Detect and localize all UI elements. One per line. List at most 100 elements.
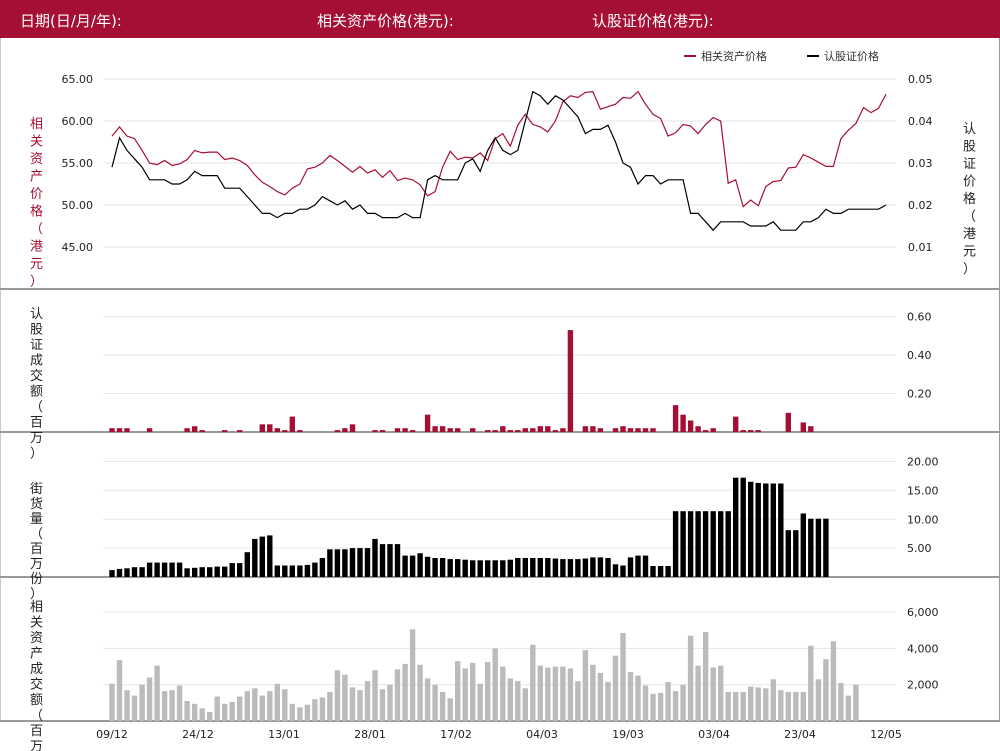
outstanding-bar: [567, 559, 574, 577]
tick-label-bar: 10.00: [907, 513, 939, 526]
asset-turnover-bar: [650, 693, 656, 721]
asset-turnover-bar: [702, 632, 709, 721]
asset-turnover-bar: [485, 662, 491, 721]
outstanding-bar: [770, 483, 776, 577]
asset-turnover-bar: [222, 703, 228, 721]
warrant-turnover-bar: [439, 426, 446, 432]
outstanding-bar: [515, 558, 521, 578]
warrant-turnover-bar: [552, 430, 559, 432]
asset-turnover-bar: [477, 683, 483, 721]
outstanding-bar: [702, 511, 709, 577]
outstanding-bar: [470, 560, 476, 577]
outstanding-bar: [146, 562, 153, 577]
warrant-turnover-bar: [537, 426, 543, 432]
warrant-turnover-bar: [402, 428, 408, 432]
asset-turnover-bar: [665, 682, 671, 721]
tick-label-asset-price: 45.00: [62, 241, 94, 254]
outstanding-bar: [545, 558, 551, 578]
outstanding-bar: [237, 563, 243, 577]
asset-turnover-bar: [176, 685, 183, 721]
outstanding-bar: [627, 557, 634, 577]
asset-turnover-bar: [530, 644, 536, 721]
tick-label-warrant-price: 0.02: [908, 199, 933, 212]
outstanding-bar: [349, 548, 356, 577]
tick-label-warrant-price: 0.04: [908, 115, 933, 128]
outstanding-bar: [605, 558, 611, 578]
outstanding-bar: [552, 558, 559, 577]
asset-turnover-bar: [342, 674, 348, 721]
tick-label-warrant-price: 0.05: [908, 73, 933, 86]
warrant-turnover-bar: [342, 428, 348, 432]
outstanding-bar: [718, 511, 724, 577]
asset-turnover-bar: [267, 691, 273, 721]
outstanding-bar: [687, 511, 694, 577]
asset-turnover-bar: [124, 690, 130, 721]
warrant-turnover-bar: [222, 430, 228, 432]
warrant-turnover-bar: [289, 416, 295, 432]
outstanding-bar: [214, 566, 220, 577]
outstanding-bar: [530, 558, 536, 578]
asset-turnover-bar: [687, 635, 694, 721]
outstanding-bar: [424, 556, 431, 577]
outstanding-bar: [710, 511, 716, 577]
outstanding-bar: [417, 553, 423, 577]
asset-turnover-bar: [146, 677, 153, 721]
asset-turnover-bar: [417, 664, 423, 721]
outstanding-bar: [192, 567, 198, 577]
asset-turnover-bar: [710, 667, 716, 721]
asset-turnover-bar: [379, 689, 386, 722]
asset-turnover-bar: [808, 645, 814, 721]
tick-label-bar: 2,000: [907, 679, 939, 692]
outstanding-bar: [282, 565, 288, 577]
warrant-turnover-bar: [755, 430, 761, 432]
asset-turnover-bar: [590, 664, 596, 721]
asset-turnover-bar: [567, 668, 574, 721]
asset-turnover-bar: [349, 687, 356, 721]
asset-turnover-bar: [680, 684, 686, 721]
asset-turnover-bar: [274, 683, 280, 721]
asset-turnover-bar: [755, 687, 761, 721]
asset-turnover-bar: [357, 690, 363, 721]
legend-warrant-label: 认股证价格: [824, 49, 879, 63]
asset-turnover-bar: [402, 663, 408, 721]
asset-turnover-bar: [725, 692, 731, 721]
asset-turnover-bar: [778, 690, 784, 721]
outstanding-bar: [184, 568, 190, 577]
asset-turnover-bar: [462, 668, 468, 721]
x-tick-label: 04/03: [526, 728, 558, 741]
outstanding-bar: [695, 511, 701, 577]
warrant-turnover-bar: [650, 428, 656, 432]
warrant-turnover-bar: [612, 428, 619, 432]
warrant-turnover-bar: [259, 424, 265, 432]
asset-turnover-bar: [830, 641, 837, 721]
tick-label-bar: 4,000: [907, 642, 939, 655]
outstanding-bar: [650, 566, 656, 577]
asset-turnover-bar: [507, 678, 513, 721]
outstanding-bar: [139, 567, 145, 577]
asset-turnover-bar: [387, 684, 393, 721]
outstanding-bar: [394, 544, 401, 577]
outstanding-bar: [763, 483, 769, 577]
outstanding-bar: [334, 549, 341, 577]
warrant-turnover-bar: [267, 424, 273, 432]
tick-label-bar: 0.40: [907, 349, 932, 362]
tick-label-asset-price: 55.00: [62, 157, 94, 170]
asset-turnover-bar: [432, 684, 438, 721]
asset-turnover-bar: [184, 701, 190, 721]
asset-turnover-bar: [785, 692, 791, 721]
date-label: 日期(日/月/年):: [20, 12, 122, 30]
x-tick-label: 28/01: [354, 728, 386, 741]
outstanding-bar: [778, 483, 784, 577]
outstanding-bar: [597, 557, 604, 577]
asset-turnover-bar: [237, 696, 243, 721]
outstanding-bar: [124, 568, 130, 577]
asset-turnover-bars: [109, 629, 859, 722]
outstanding-bar: [733, 477, 739, 577]
asset-turnover-bar: [545, 667, 551, 721]
outstanding-bar: [289, 565, 295, 577]
tick-label-warrant-price: 0.01: [908, 241, 933, 254]
warrant-turnover-bar: [394, 428, 401, 432]
x-tick-label: 23/04: [784, 728, 816, 741]
tick-label-asset-price: 65.00: [62, 73, 94, 86]
outstanding-bar: [815, 518, 822, 577]
